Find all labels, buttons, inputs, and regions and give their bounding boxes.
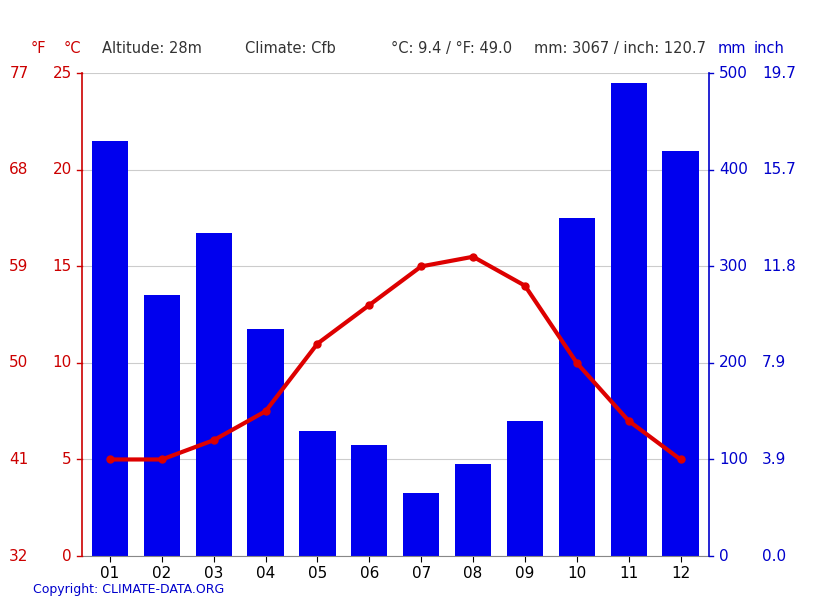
- Text: 3.9: 3.9: [762, 452, 786, 467]
- Text: 200: 200: [719, 356, 747, 370]
- Text: 77: 77: [9, 66, 29, 81]
- Bar: [507, 421, 543, 556]
- Bar: [403, 493, 439, 556]
- Text: Altitude: 28m: Altitude: 28m: [102, 42, 202, 56]
- Text: 7.9: 7.9: [762, 356, 786, 370]
- Text: inch: inch: [754, 42, 785, 56]
- Text: °F: °F: [31, 42, 46, 56]
- Bar: [455, 464, 491, 556]
- Text: 25: 25: [52, 66, 72, 81]
- Text: mm: 3067 / inch: 120.7: mm: 3067 / inch: 120.7: [534, 42, 706, 56]
- Bar: [351, 445, 387, 556]
- Text: 0.0: 0.0: [762, 549, 786, 563]
- Text: Copyright: CLIMATE-DATA.ORG: Copyright: CLIMATE-DATA.ORG: [33, 583, 224, 596]
- Text: 19.7: 19.7: [762, 66, 796, 81]
- Text: 41: 41: [9, 452, 29, 467]
- Text: 10: 10: [52, 356, 72, 370]
- Text: 500: 500: [719, 66, 747, 81]
- Text: 400: 400: [719, 163, 747, 177]
- Text: 20: 20: [52, 163, 72, 177]
- Text: 15: 15: [52, 259, 72, 274]
- Bar: [610, 83, 647, 556]
- Text: 11.8: 11.8: [762, 259, 795, 274]
- Text: 0: 0: [62, 549, 72, 563]
- Bar: [558, 218, 595, 556]
- Text: 68: 68: [9, 163, 29, 177]
- Text: °C: 9.4 / °F: 49.0: °C: 9.4 / °F: 49.0: [391, 42, 513, 56]
- Text: 0: 0: [719, 549, 729, 563]
- Text: 5: 5: [62, 452, 72, 467]
- Bar: [92, 141, 128, 556]
- Text: °C: °C: [64, 42, 81, 56]
- Text: mm: mm: [717, 42, 746, 56]
- Bar: [143, 295, 180, 556]
- Bar: [299, 431, 336, 556]
- Text: 15.7: 15.7: [762, 163, 795, 177]
- Bar: [248, 329, 284, 556]
- Text: 32: 32: [9, 549, 29, 563]
- Bar: [196, 233, 232, 556]
- Text: 300: 300: [719, 259, 748, 274]
- Text: Climate: Cfb: Climate: Cfb: [244, 42, 335, 56]
- Text: 100: 100: [719, 452, 747, 467]
- Text: 50: 50: [9, 356, 29, 370]
- Bar: [663, 150, 698, 556]
- Text: 59: 59: [9, 259, 29, 274]
